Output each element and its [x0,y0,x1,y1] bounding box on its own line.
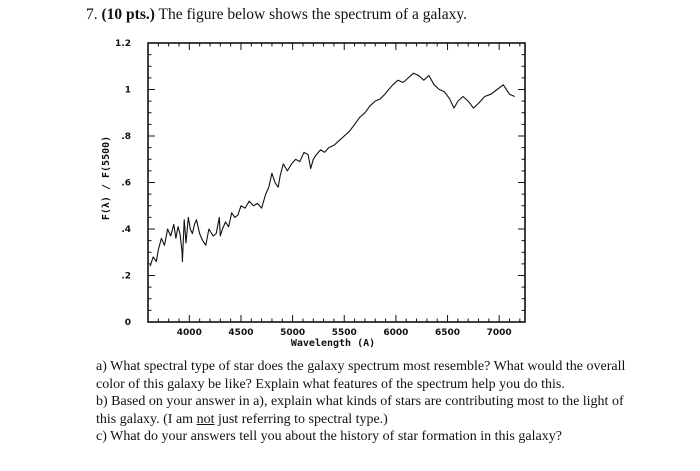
question-b-end: just referring to spectral type.) [214,411,388,427]
chart-series [149,72,515,267]
x-tick-label: 4000 [177,328,202,338]
y-tick-label: 0 [125,318,131,328]
problem-heading: 7. (10 pts.) The figure below shows the … [86,6,467,24]
x-tick-label: 4500 [228,328,253,338]
y-tick-label: .4 [121,225,131,235]
problem-number: 7. [86,6,98,23]
x-axis-title: Wavelength (A) [291,338,375,349]
y-tick-label: .2 [121,272,131,282]
questions: a) What spectral type of star does the g… [96,358,636,446]
x-tick-label: 6000 [383,328,408,338]
x-tick-label: 5000 [280,328,305,338]
x-tick-label: 6500 [435,328,460,338]
problem-statement: The figure below shows the spectrum of a… [158,6,467,23]
x-tick-label: 5500 [332,328,357,338]
y-tick-label: .6 [121,179,131,189]
y-tick-label: 1.2 [115,39,131,49]
spectrum-line [149,72,515,267]
question-b-text: b) Based on your answer in a), explain w… [96,394,624,427]
chart-axes [147,42,526,323]
question-c: c) What do your answers tell you about t… [96,429,562,445]
problem-points: (10 pts.) [101,6,155,23]
y-tick-label: 1 [125,86,131,96]
question-b: b) Based on your answer in a), explain w… [96,393,636,428]
question-a: a) What spectral type of star does the g… [96,359,626,392]
chart-ticks [148,42,525,323]
x-tick-label: 7000 [487,328,512,338]
plot-frame [147,42,526,323]
y-tick-label: .8 [121,132,131,142]
chart-tick-labels: 4000 4500 5000 5500 6000 6500 7000 0 .2 .4 .6 .8 1 1.… [115,39,512,338]
question-b-emphasis: not [196,411,215,427]
y-axis-title: F(λ) / F(5500) [101,136,112,220]
